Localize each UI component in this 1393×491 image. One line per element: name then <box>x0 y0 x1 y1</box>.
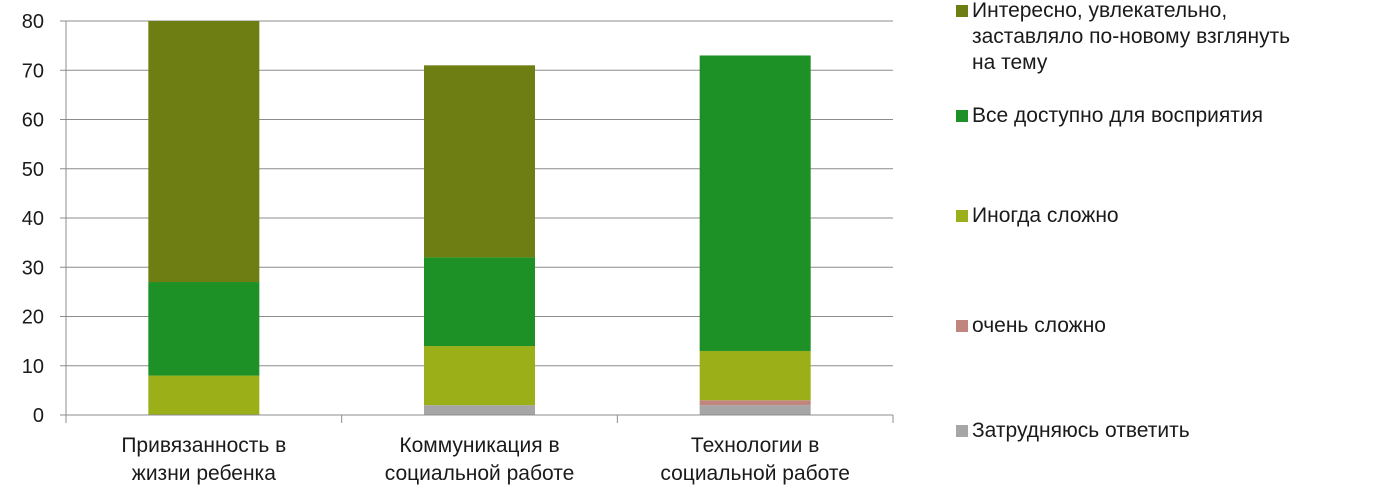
legend-item: Все доступно для восприятия <box>956 103 1382 129</box>
bar-segment <box>148 21 260 283</box>
bar-segment <box>699 405 811 415</box>
x-axis-categories: Привязанность в жизни ребенка Коммуникация… <box>121 434 850 485</box>
bar-segment <box>699 400 811 406</box>
bar-segment <box>148 282 260 376</box>
bar-segment <box>148 375 260 415</box>
y-tick-label: 70 <box>22 60 44 82</box>
legend-label-line: Интересно, увлекательно, <box>972 0 1228 22</box>
legend-label-line: очень сложно <box>972 314 1106 337</box>
legend-swatch <box>956 320 968 332</box>
y-tick-label: 40 <box>22 208 44 230</box>
x-category-label-line: Технологии в <box>691 434 819 457</box>
x-category-label: Привязанность в жизни ребенка <box>121 434 286 485</box>
bar-segment <box>424 405 535 415</box>
legend-item: Затрудняюсь ответить <box>956 418 1382 444</box>
x-category-label-line: Коммуникация в <box>399 434 559 457</box>
legend-label-line: Иногда сложно <box>972 204 1119 227</box>
legend-label: Иногда сложно <box>972 203 1382 229</box>
legend-label: Затрудняюсь ответить <box>972 418 1382 444</box>
legend-label-line: Все доступно для восприятия <box>972 104 1263 127</box>
y-tick-label: 10 <box>22 356 44 378</box>
legend-swatch <box>956 210 968 222</box>
y-tick-label: 60 <box>22 110 44 132</box>
x-category-label-line: социальной работе <box>660 462 850 485</box>
legend-label: очень сложно <box>972 313 1382 339</box>
bar-segment <box>424 346 535 406</box>
legend-label-line: на тему <box>972 51 1048 74</box>
legend-item: очень сложно <box>956 313 1382 339</box>
x-category-label: Коммуникация в социальной работе <box>385 434 575 485</box>
legend-label: Все доступно для восприятия <box>972 103 1382 129</box>
legend-label-line: Затрудняюсь ответить <box>972 419 1190 442</box>
x-category-label: Технологии в социальной работе <box>660 434 850 485</box>
y-axis-ticks: 0 10 20 30 40 50 60 70 80 <box>22 11 66 427</box>
y-tick-label: 50 <box>22 159 44 181</box>
legend-swatch <box>956 5 968 17</box>
x-category-label-line: социальной работе <box>385 462 575 485</box>
legend-swatch <box>956 110 968 122</box>
y-tick-label: 30 <box>22 257 44 279</box>
legend-swatch <box>956 425 968 437</box>
x-category-label-line: Привязанность в <box>121 434 286 457</box>
legend-label: Интересно, увлекательно, заставляло по-но… <box>972 0 1382 76</box>
legend-item: Иногда сложно <box>956 203 1382 229</box>
bar-segment <box>424 65 535 258</box>
bar-segment <box>424 257 535 347</box>
y-tick-label: 80 <box>22 11 44 33</box>
bars <box>148 21 811 415</box>
y-tick-label: 20 <box>22 307 44 329</box>
y-tick-label: 0 <box>33 405 44 427</box>
legend-item: Интересно, увлекательно, заставляло по-но… <box>956 0 1382 76</box>
legend-label-line: заставляло по-новому взглянуть <box>972 25 1291 48</box>
x-category-label-line: жизни ребенка <box>132 462 276 485</box>
stacked-bar-chart: 0 10 20 30 40 50 60 70 80 Привязанность в жизни р… <box>22 11 894 485</box>
bar-segment <box>699 350 811 401</box>
bar-segment <box>699 55 811 351</box>
